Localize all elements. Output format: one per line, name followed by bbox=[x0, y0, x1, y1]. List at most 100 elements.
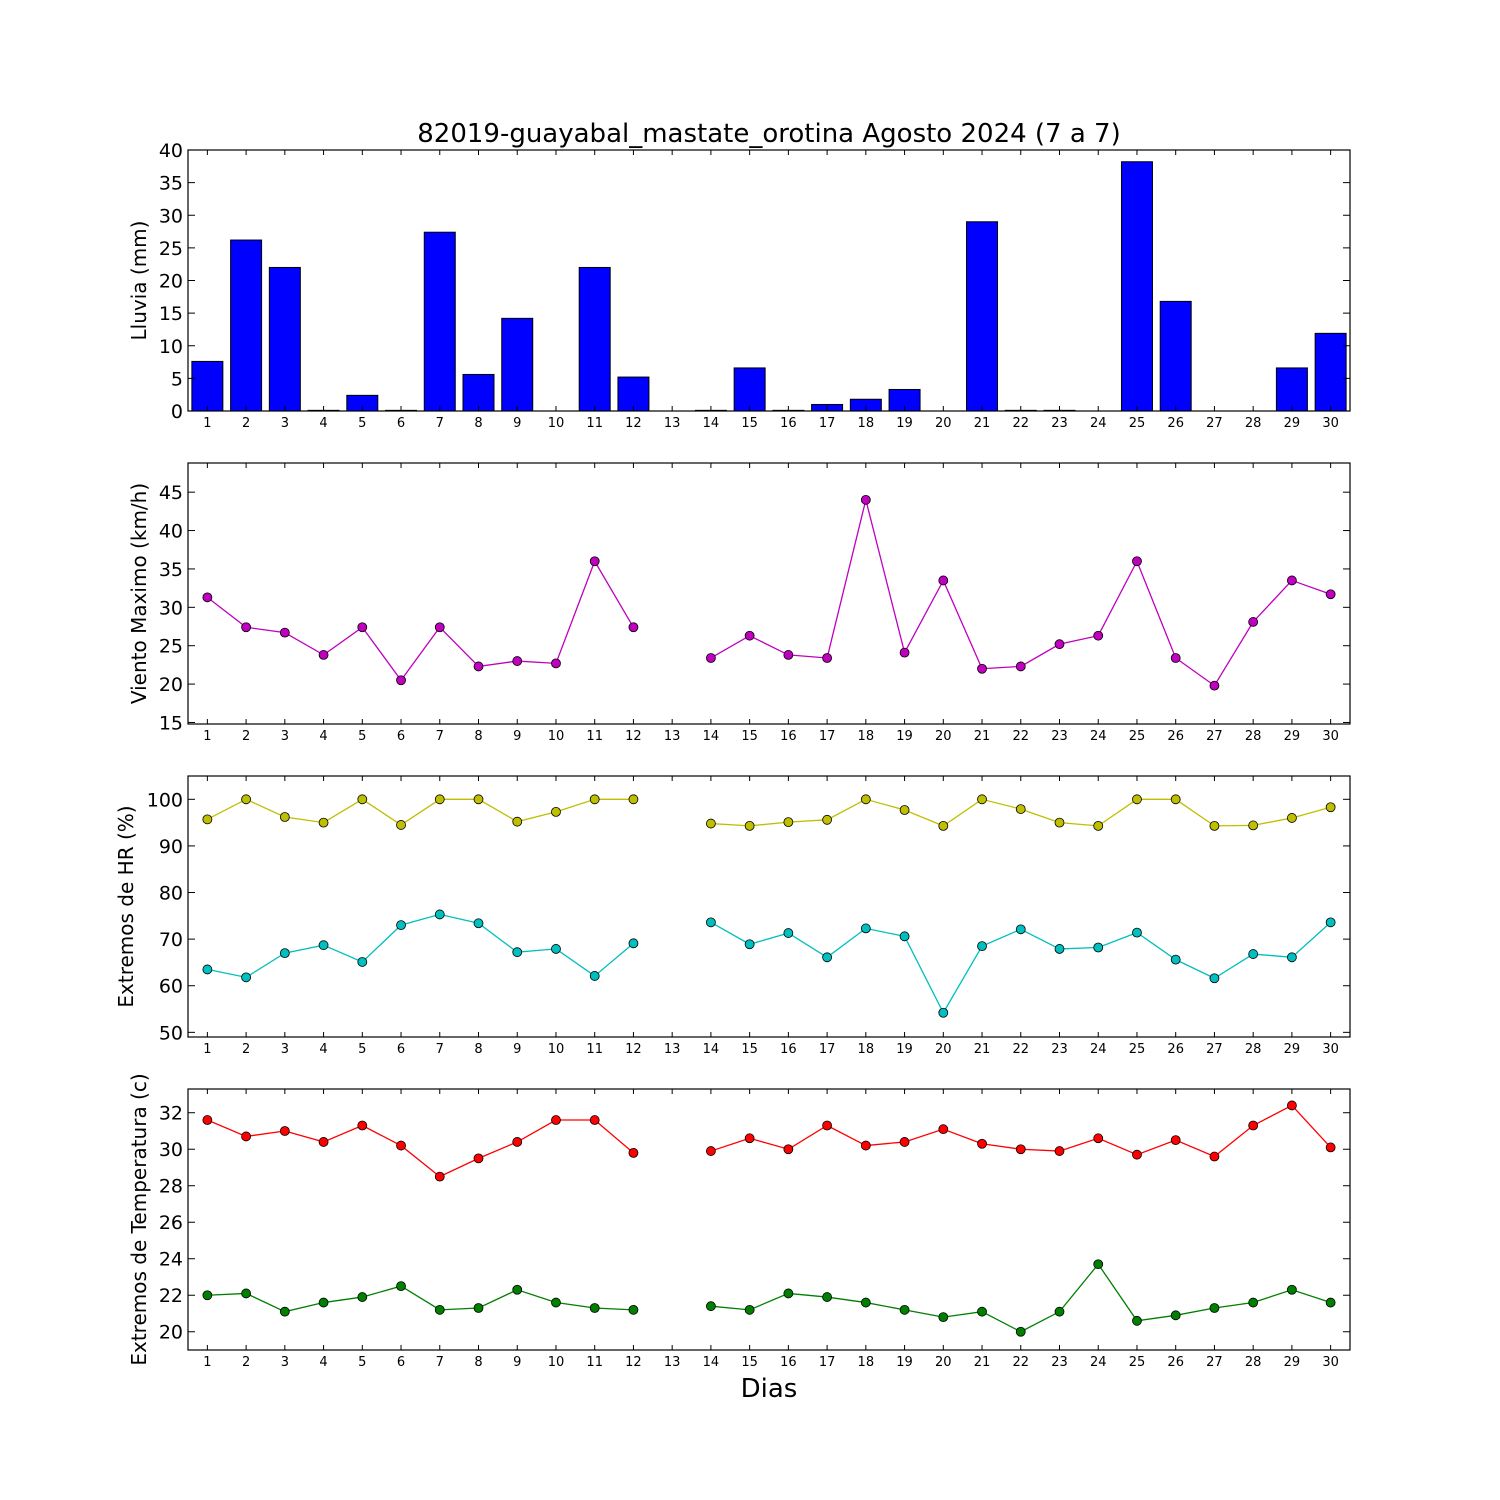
ytick-label: 30 bbox=[159, 597, 183, 619]
series-0-point-day-10 bbox=[551, 658, 561, 669]
xtick-label: 19 bbox=[896, 416, 913, 431]
series-1-point-day-21 bbox=[977, 1306, 987, 1317]
xtick-label: 15 bbox=[741, 729, 758, 744]
series-0-point-day-7 bbox=[434, 794, 445, 805]
series-0-point-day-10 bbox=[551, 1115, 561, 1125]
xtick-label: 23 bbox=[1051, 729, 1068, 744]
series-1-point-day-17 bbox=[822, 1292, 832, 1302]
xtick-label: 29 bbox=[1284, 729, 1301, 744]
xtick-label: 6 bbox=[397, 1042, 405, 1057]
ytick-label: 0 bbox=[171, 401, 183, 423]
series-1-point-day-2 bbox=[241, 972, 252, 983]
series-1-point-day-3 bbox=[279, 1306, 290, 1317]
x-axis-label: Dias bbox=[741, 1374, 798, 1404]
xtick-label: 30 bbox=[1322, 416, 1339, 431]
ytick-label: 30 bbox=[159, 205, 183, 227]
ytick-label: 35 bbox=[159, 173, 183, 195]
series-0-point-day-24 bbox=[1093, 1133, 1104, 1144]
series-1-point-day-19 bbox=[899, 1304, 910, 1315]
series-1-point-day-18 bbox=[860, 923, 871, 934]
series-0-point-day-2 bbox=[241, 1131, 252, 1142]
series-0-point-day-9 bbox=[512, 816, 523, 827]
xtick-label: 30 bbox=[1322, 1042, 1339, 1057]
series-1-point-day-29 bbox=[1287, 1284, 1297, 1295]
xtick-label: 10 bbox=[548, 1042, 565, 1057]
y-axis-label: Lluvia (mm) bbox=[127, 221, 151, 341]
series-0-point-day-20 bbox=[938, 1124, 949, 1135]
series-0-point-day-14 bbox=[706, 1146, 716, 1156]
xtick-label: 4 bbox=[319, 1042, 327, 1057]
xtick-label: 9 bbox=[513, 416, 521, 431]
series-0-point-day-18 bbox=[860, 494, 871, 505]
series-1-point-day-4 bbox=[318, 1297, 329, 1308]
xtick-label: 25 bbox=[1129, 1042, 1146, 1057]
series-1-point-day-11 bbox=[589, 971, 600, 981]
xtick-label: 8 bbox=[474, 416, 482, 431]
xtick-label: 17 bbox=[819, 1042, 836, 1057]
axes-frame bbox=[187, 1088, 1351, 1351]
xtick-label: 30 bbox=[1322, 729, 1339, 744]
series-0-point-day-22 bbox=[1015, 661, 1026, 672]
xtick-label: 24 bbox=[1090, 1042, 1107, 1057]
ytick-label: 90 bbox=[159, 836, 183, 858]
series-0-point-day-14 bbox=[706, 653, 716, 663]
series-0-point-day-21 bbox=[977, 794, 987, 805]
xtick-label: 12 bbox=[625, 416, 642, 431]
bar-day-29 bbox=[1275, 367, 1308, 412]
series-0-point-day-27 bbox=[1209, 680, 1220, 691]
ytick-label: 80 bbox=[159, 883, 183, 905]
series-1-point-day-28 bbox=[1248, 1297, 1259, 1308]
series-0-point-day-16 bbox=[783, 1144, 794, 1155]
ytick-label: 100 bbox=[147, 789, 183, 811]
series-1-line bbox=[207, 1263, 1331, 1333]
xtick-label: 19 bbox=[896, 1355, 913, 1370]
xtick-label: 20 bbox=[935, 1355, 952, 1370]
series-1-point-day-8 bbox=[473, 918, 484, 929]
series-0-point-day-17 bbox=[822, 653, 832, 663]
series-1-point-day-12 bbox=[628, 938, 639, 949]
xtick-label: 28 bbox=[1245, 1042, 1262, 1057]
xtick-label: 12 bbox=[625, 729, 642, 744]
xtick-label: 3 bbox=[281, 729, 289, 744]
xtick-label: 20 bbox=[935, 1042, 952, 1057]
xtick-label: 17 bbox=[819, 1355, 836, 1370]
series-0-point-day-19 bbox=[899, 1137, 910, 1147]
xtick-label: 28 bbox=[1245, 729, 1262, 744]
axes-frame bbox=[187, 775, 1351, 1038]
series-0-point-day-22 bbox=[1015, 804, 1026, 814]
xtick-label: 7 bbox=[436, 1042, 444, 1057]
figure-title: 82019-guayabal_mastate_orotina Agosto 20… bbox=[417, 119, 1121, 149]
xtick-label: 17 bbox=[819, 729, 836, 744]
xtick-label: 9 bbox=[513, 1042, 521, 1057]
series-0-point-day-23 bbox=[1054, 639, 1065, 650]
series-0-line bbox=[206, 499, 1331, 687]
series-0-point-day-1 bbox=[202, 592, 213, 603]
series-0-point-day-30 bbox=[1325, 802, 1336, 813]
xtick-label: 28 bbox=[1245, 1355, 1262, 1370]
bar-day-8 bbox=[462, 373, 495, 412]
series-1-point-day-10 bbox=[551, 1297, 561, 1308]
series-0-point-day-20 bbox=[938, 575, 949, 586]
xtick-label: 13 bbox=[664, 1042, 681, 1057]
series-0-point-day-9 bbox=[512, 1137, 523, 1147]
ytick-label: 32 bbox=[159, 1103, 183, 1125]
xtick-label: 3 bbox=[281, 416, 289, 431]
series-1-point-day-5 bbox=[357, 1292, 368, 1302]
series-0-point-day-20 bbox=[938, 820, 949, 831]
series-0-point-day-8 bbox=[473, 794, 484, 805]
xtick-label: 20 bbox=[935, 729, 952, 744]
xtick-label: 22 bbox=[1012, 1042, 1029, 1057]
xtick-label: 8 bbox=[474, 1355, 482, 1370]
xtick-label: 27 bbox=[1206, 1355, 1223, 1370]
series-0-point-day-11 bbox=[589, 556, 600, 567]
series-0-point-day-9 bbox=[512, 656, 523, 666]
series-1-point-day-10 bbox=[551, 944, 561, 954]
series-1-point-day-3 bbox=[279, 948, 290, 959]
bar-day-2 bbox=[230, 239, 263, 412]
xtick-label: 15 bbox=[741, 416, 758, 431]
series-1-point-day-2 bbox=[241, 1288, 252, 1299]
series-1-line bbox=[207, 913, 1332, 1015]
xtick-label: 13 bbox=[664, 729, 681, 744]
series-1-point-day-22 bbox=[1015, 1326, 1026, 1337]
ytick-label: 40 bbox=[159, 140, 183, 162]
